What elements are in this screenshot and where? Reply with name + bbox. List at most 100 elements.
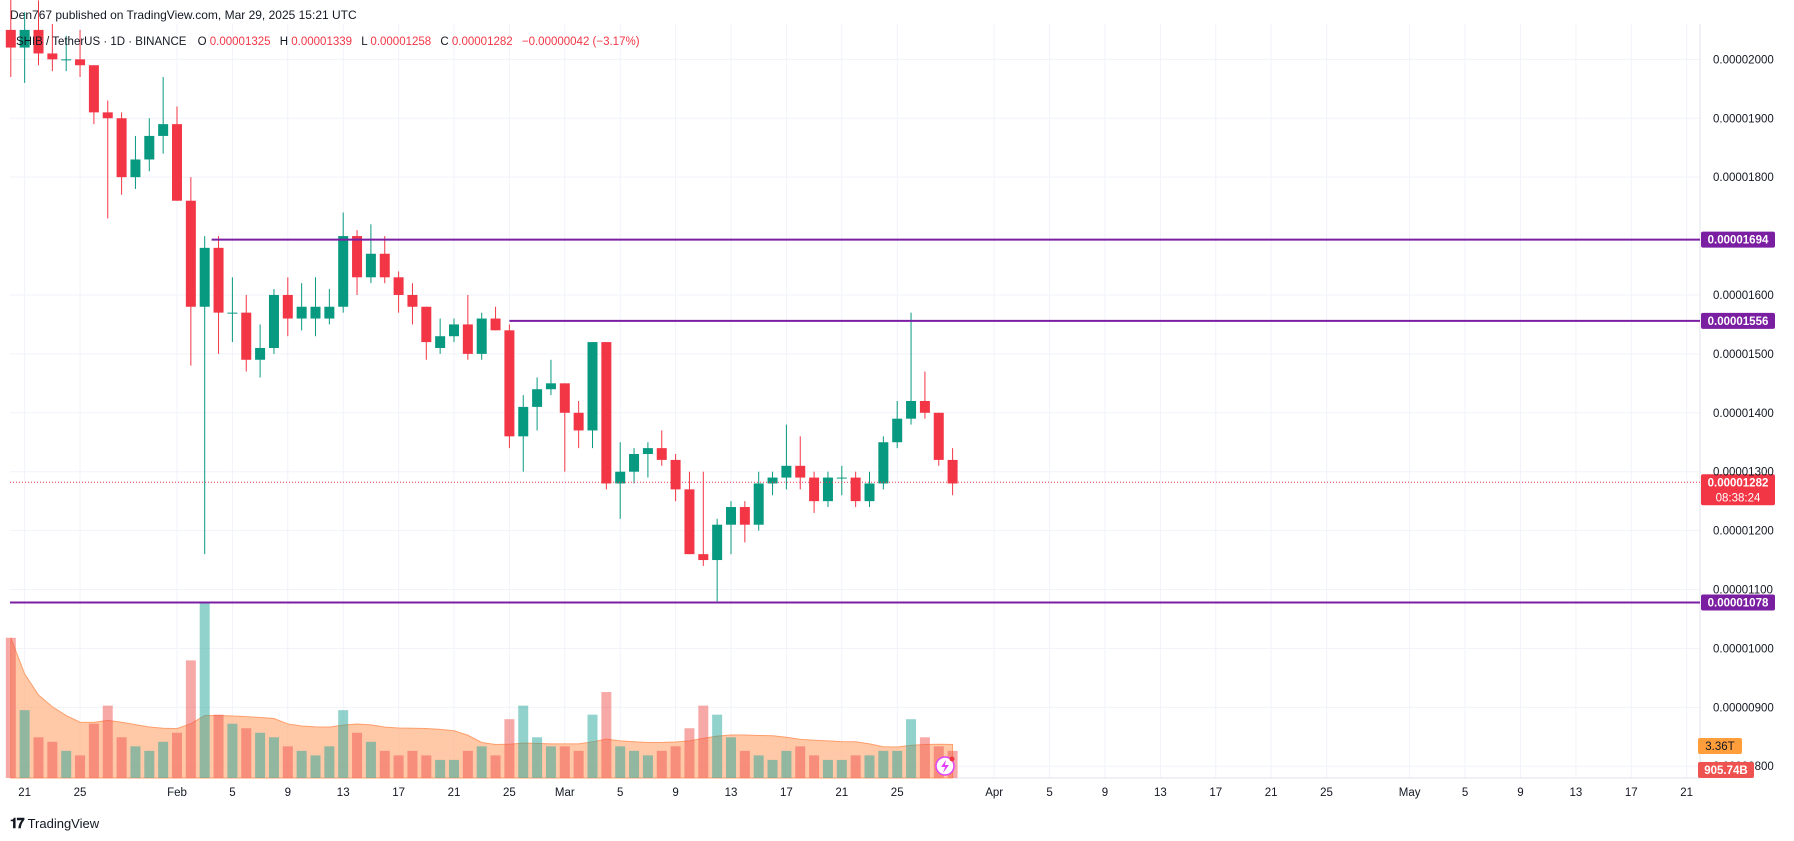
volume-bar [310,755,321,778]
alert-flash-icon[interactable] [935,756,955,776]
time-tick-label: May [1399,787,1421,799]
candle [850,471,861,508]
horizontal-levels[interactable]: 0.00001694 0.00001556 0.00001078 0.00001282… [10,231,1775,611]
candle [19,12,30,83]
volume-bar [850,755,861,778]
level-label-box [1701,231,1775,248]
candle [906,312,917,425]
grid-lines [10,24,1701,779]
candle [726,501,736,555]
candle-body [75,59,86,66]
candle [836,465,847,496]
volume-bar [656,750,667,778]
time-tick-label: 17 [780,787,793,799]
volume-bar [75,755,86,778]
volume-bar [407,750,418,778]
volume-bar [324,746,335,778]
volume-bar [601,692,612,778]
volume-bar [809,755,820,778]
candle [61,35,72,72]
candle-body [282,294,293,319]
candle [919,371,930,419]
candle-body [573,412,584,431]
volume-bar [864,755,875,778]
candle-body [61,59,72,61]
volume-bar [144,750,155,778]
volume-bar [504,719,515,778]
volume-bar [767,759,778,778]
price-tick-label: 0.00001400 [1713,408,1774,420]
candle-body [809,477,820,502]
candle-body [892,418,903,443]
time-tick-label: 9 [672,787,678,799]
candle-body [213,247,224,313]
legend-h-label: H [280,36,288,48]
candle [338,212,349,313]
price-axis[interactable]: 0.00002000 0.00001900 0.00001800 0.00001600… [1698,54,1774,778]
candle [185,177,196,366]
level-label: 0.00001078 [1708,597,1769,609]
candle [822,471,833,508]
volume-bar [227,723,238,778]
candle-body [906,401,917,419]
volume-bar [615,746,626,778]
candle [241,294,252,372]
candle [642,442,653,478]
volume-bar [919,737,930,778]
candle [629,448,640,484]
volume-bar [573,750,584,778]
price-tick-label: 0.00001800 [1713,172,1774,184]
candle-body [227,312,238,314]
candle [587,342,598,449]
volume-bar [379,750,390,778]
candle-body [19,29,30,48]
price-tick-label: 0.00001100 [1713,585,1773,597]
volume-bar [559,746,570,778]
volume-bar [490,755,501,778]
volume-bar [726,737,736,778]
volume-bar [47,741,58,778]
candle [130,135,141,189]
volume-bar [739,750,750,778]
volume-bar [476,746,487,778]
legend-symbol: SHIB / TetherUS · 1D · BINANCE [16,36,187,48]
time-tick-label: 21 [18,787,31,799]
volume-bar [753,755,764,778]
volume-bar [185,660,196,778]
volume-bar [712,714,723,778]
time-axis[interactable]: 21 25 Feb 5 9 13 17 21 25 Mar 5 9 13 17 21 25 Apr 5 9 13 17 2… [18,787,1693,799]
candle [282,277,293,337]
time-tick-label: 9 [1517,787,1523,799]
candle [213,236,224,354]
candle-body [559,383,570,413]
volume-bar [836,759,847,778]
volume-bar [102,705,113,778]
volume-bar [518,705,529,778]
candle-body [767,477,778,484]
price-tick-label: 0.00002000 [1713,54,1774,66]
candle-body [199,247,210,307]
candle [255,324,266,378]
candle [47,24,58,72]
candle [504,324,515,449]
volume-bar [795,746,806,778]
candle [947,448,958,496]
candle [892,401,903,449]
candle [670,454,681,502]
candle [407,283,418,325]
candle-body [712,524,723,561]
candle-body [795,465,806,478]
footer-brand[interactable]: 𝟏𝟕 TradingView [10,815,99,832]
time-tick-label: 25 [503,787,516,799]
candle [781,424,792,490]
volume-bar [892,750,903,778]
candle-body [296,306,307,319]
candle-body [919,401,930,413]
legend-low: 0.00001258 [370,36,431,48]
candle-body [255,347,266,360]
candle-body [33,29,44,54]
candle-body [850,477,861,502]
volume-bar [906,719,917,778]
candle-body [587,342,598,431]
